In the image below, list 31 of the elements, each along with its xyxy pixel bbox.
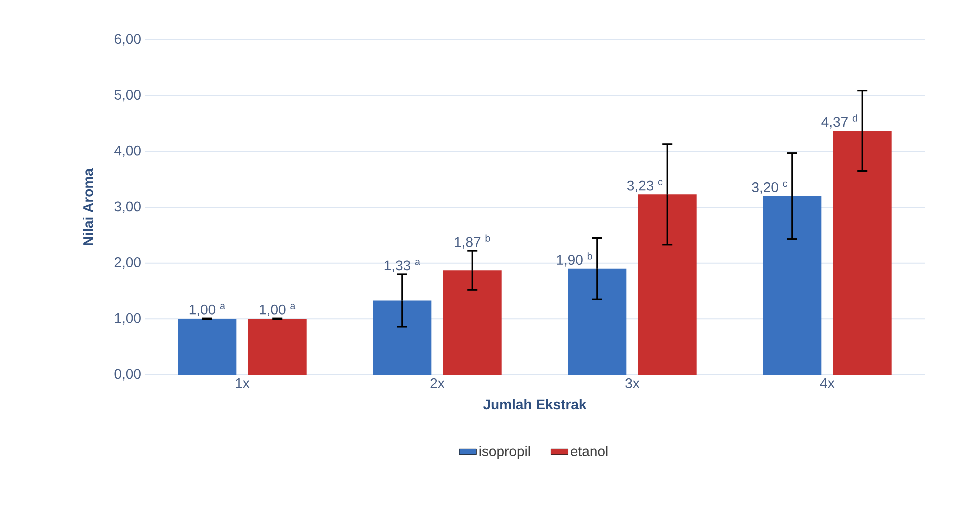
y-tick-label: 5,00 [114, 90, 141, 102]
y-tick-label: 1,00 [115, 313, 141, 325]
bar [638, 194, 697, 375]
x-tick-label: 2x [430, 378, 445, 388]
data-label: 1,90 $^{b}$ [557, 252, 592, 267]
x-tick-label: 1x [236, 378, 250, 388]
bar [568, 268, 627, 375]
data-label: 4,37 $^{d}$ [822, 114, 858, 129]
data-label: 3,20 $^{c}$ [752, 182, 788, 194]
legend-label: etanol [571, 446, 608, 456]
bar [763, 196, 822, 375]
bar [248, 319, 307, 375]
y-tick-label: 6,00 [114, 34, 141, 46]
y-tick-label: 4,00 [114, 146, 141, 158]
y-axis-title: Nilai Aroma [83, 168, 94, 246]
bar [373, 300, 432, 375]
data-label: 1,00 $^{a}$ [190, 304, 226, 316]
data-label: 1,00 $^{a}$ [260, 304, 296, 316]
data-label: 1,33 $^{a}$ [384, 260, 420, 272]
bar [443, 270, 502, 375]
x-axis-title: Jumlah Ekstrak [483, 399, 587, 410]
x-tick-label: 4x [820, 378, 835, 388]
x-tick-label: 3x [626, 378, 640, 388]
data-label: 3,23 $^{c}$ [627, 180, 663, 192]
y-tick-label: 3,00 [114, 202, 141, 214]
y-tick-label: 0,00 [114, 369, 141, 381]
bar [833, 131, 892, 375]
y-tick-label: 2,00 [114, 258, 141, 270]
bar [178, 319, 237, 375]
data-label: 1,87 $^{b}$ [455, 234, 490, 249]
legend-label: isopropil [480, 446, 530, 460]
